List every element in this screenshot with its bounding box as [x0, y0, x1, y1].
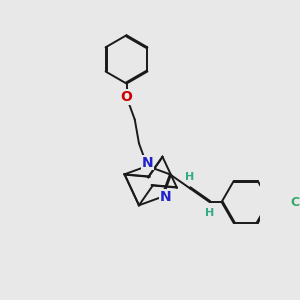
Text: H: H [185, 172, 194, 182]
Text: O: O [121, 90, 132, 104]
Text: Cl: Cl [290, 196, 300, 208]
Text: O: O [121, 90, 132, 104]
Text: H: H [205, 208, 214, 218]
Text: N: N [141, 156, 153, 170]
Text: N: N [159, 190, 171, 204]
